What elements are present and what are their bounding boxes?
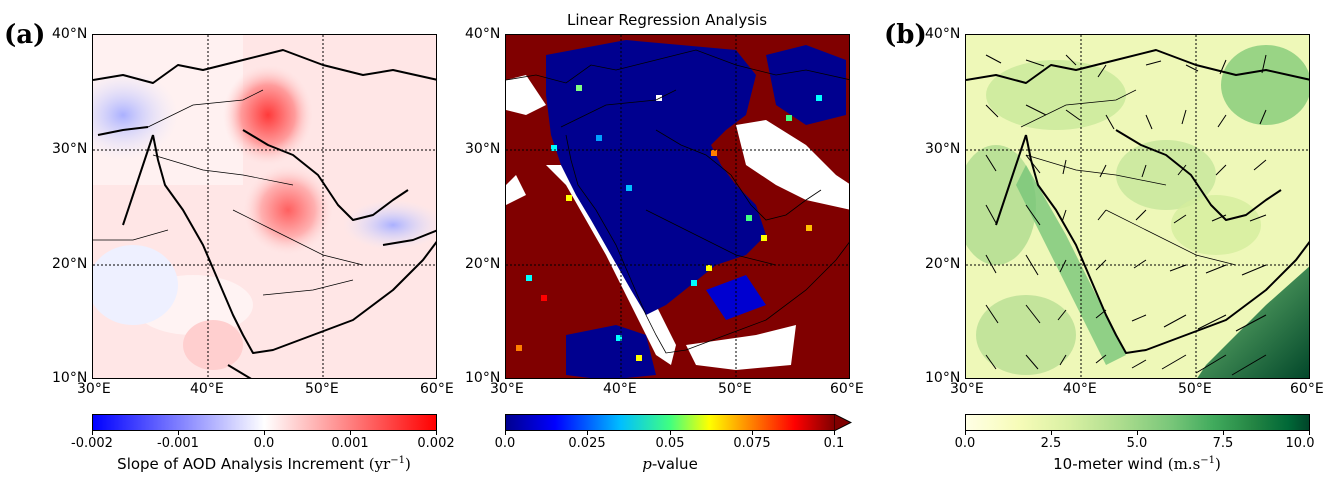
lat-label-40: 40°N — [52, 26, 88, 42]
cbar-wind-tick: 2.5 — [1040, 436, 1062, 451]
colorbar-pvalue — [505, 414, 835, 431]
cbar-aod-tickmark — [264, 431, 265, 435]
aod-slope-field — [93, 35, 436, 378]
cbar-pvalue-tick: 0.1 — [823, 436, 845, 451]
cbar-wind-tickmark — [1223, 431, 1224, 435]
mid-lon-label-60: 60°E — [830, 381, 864, 397]
mid-lon-label-30: 30°E — [490, 381, 524, 397]
mid-lat-label-20: 20°N — [465, 256, 501, 272]
lon-label-40: 40°E — [190, 381, 224, 397]
cbar-aod-tickmark — [178, 431, 179, 435]
b-lon-label-30: 30°E — [950, 381, 984, 397]
cbar-pvalue-tickmark — [752, 431, 753, 435]
colorbar-pvalue-extend-arrow — [834, 414, 852, 431]
cbar-pvalue-tick: 0.025 — [568, 436, 606, 451]
cbar-aod-tickmark — [92, 431, 93, 435]
b-lat-label-20: 20°N — [925, 256, 961, 272]
cbar-wind-tick: 0.0 — [954, 436, 976, 451]
panel-a-label: (a) — [4, 20, 46, 50]
cbar-aod-tick: 0.002 — [417, 436, 455, 451]
lat-label-10: 10°N — [52, 370, 88, 386]
lon-label-60: 60°E — [420, 381, 454, 397]
cbar-pvalue-tick: 0.0 — [494, 436, 516, 451]
lon-label-30: 30°E — [77, 381, 111, 397]
cbar-aod-tickmark — [350, 431, 351, 435]
cbar-aod-tick: -0.002 — [71, 436, 113, 451]
cbar-pvalue-tickmark — [670, 431, 671, 435]
mid-lon-label-40: 40°E — [603, 381, 637, 397]
cbar-wind-tickmark — [1051, 431, 1052, 435]
b-lon-label-50: 50°E — [1178, 381, 1212, 397]
mid-lat-label-40: 40°N — [465, 26, 501, 42]
b-lon-label-60: 60°E — [1290, 381, 1324, 397]
mid-lat-label-30: 30°N — [465, 141, 501, 157]
cbar-aod-label: Slope of AOD Analysis Increment (yr−1) — [117, 455, 411, 473]
colorbar-aod — [92, 414, 437, 431]
cbar-aod-tickmark — [436, 431, 437, 435]
lat-label-20: 20°N — [52, 256, 88, 272]
cbar-wind-tick: 5.0 — [1126, 436, 1148, 451]
panel-b-label: (b) — [884, 20, 927, 50]
regression-title: Linear Regression Analysis — [567, 11, 768, 29]
cbar-pvalue-label: p-value — [642, 455, 698, 473]
cbar-aod-tick: 0.0 — [253, 436, 275, 451]
wind-field — [966, 35, 1309, 378]
cbar-pvalue-tickmark — [587, 431, 588, 435]
map-pvalue — [505, 34, 850, 379]
b-lon-label-40: 40°E — [1063, 381, 1097, 397]
cbar-pvalue-tick: 0.075 — [733, 436, 771, 451]
cbar-pvalue-tickmark — [505, 431, 506, 435]
cbar-wind-tickmark — [1309, 431, 1310, 435]
lat-label-30: 30°N — [52, 141, 88, 157]
map-wind — [965, 34, 1310, 379]
cbar-aod-tick: 0.001 — [331, 436, 369, 451]
cbar-aod-tick: -0.001 — [157, 436, 199, 451]
map-aod-slope — [92, 34, 437, 379]
cbar-wind-tick: 10.0 — [1285, 436, 1315, 451]
cbar-wind-label: 10-meter wind (m.s−1) — [1053, 455, 1221, 473]
cbar-wind-tick: 7.5 — [1212, 436, 1234, 451]
mid-lat-label-10: 10°N — [465, 370, 501, 386]
cbar-pvalue-tick: 0.05 — [655, 436, 685, 451]
cbar-pvalue-tickmark — [834, 431, 835, 435]
b-lat-label-10: 10°N — [925, 370, 961, 386]
lon-label-50: 50°E — [305, 381, 339, 397]
pvalue-field — [506, 35, 849, 378]
b-lat-label-30: 30°N — [925, 141, 961, 157]
cbar-wind-tickmark — [965, 431, 966, 435]
b-lat-label-40: 40°N — [925, 26, 961, 42]
mid-lon-label-50: 50°E — [718, 381, 752, 397]
colorbar-wind — [965, 414, 1310, 431]
cbar-wind-tickmark — [1137, 431, 1138, 435]
